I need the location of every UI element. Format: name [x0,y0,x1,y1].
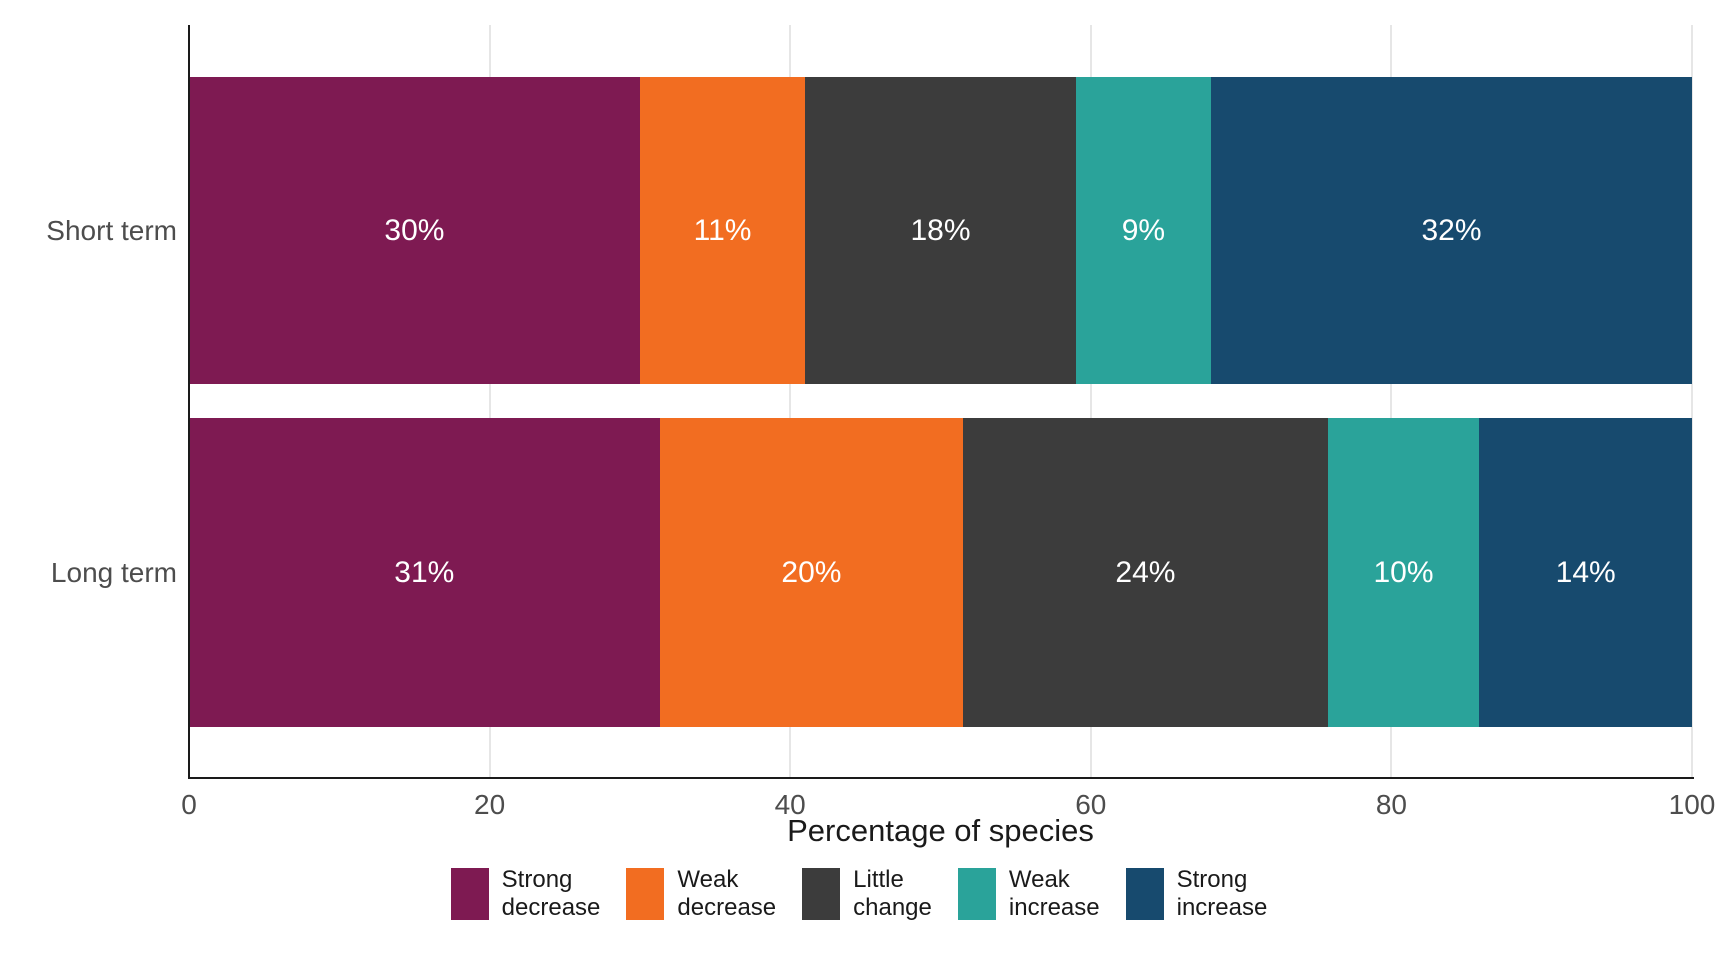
gridline-x-40 [789,25,792,777]
gridline-x-80 [1390,25,1393,777]
bar-segment-value-label: 9% [1121,213,1166,247]
legend-item-strong-decrease: Strong decrease [450,866,601,922]
legend-item-little-change: Little change [802,866,932,922]
legend-swatch-icon [1125,868,1164,921]
legend-label: Weak decrease [677,866,777,922]
category-label-long-term: Long term [50,556,177,588]
x-tick-label-40: 40 [774,789,806,820]
x-tick-label-0: 0 [181,789,197,820]
category-label-short-term: Short term [46,214,177,246]
bar-segment-value-label: 10% [1373,555,1434,589]
legend-swatch-icon [802,868,841,921]
bar-segment-strong-increase: 32% [1211,77,1692,384]
x-axis-title: Percentage of species [787,813,1094,848]
bar-segment-value-label: 18% [910,213,971,247]
bar-segment-value-label: 24% [1115,555,1176,589]
legend-item-weak-decrease: Weak decrease [626,866,776,922]
bar-segment-weak-decrease: 11% [639,77,806,384]
bar-segment-weak-increase: 9% [1075,77,1212,384]
bar-segment-strong-increase: 14% [1479,418,1692,727]
legend-swatch-icon [957,868,996,921]
x-tick-label-100: 100 [1668,789,1716,820]
legend-item-strong-increase: Strong increase [1125,866,1268,922]
legend-label: Weak increase [1008,866,1100,922]
plot-area: 30% 11% 18% 9% 32% 31% 20% 24% 10% 14% [188,25,1693,777]
bar-segment-little-change: 18% [805,77,1076,384]
legend-label: Strong increase [1176,866,1268,922]
gridline-x-60 [1089,25,1092,777]
bar-segment-value-label: 30% [384,213,445,247]
x-tick-label-60: 60 [1075,789,1107,820]
bar-segment-weak-increase: 10% [1327,418,1480,727]
bar-segment-value-label: 31% [394,555,455,589]
legend-swatch-icon [626,868,665,921]
bar-segment-weak-decrease: 20% [659,418,964,727]
legend-label: Little change [853,866,932,922]
legend-label: Strong decrease [501,866,601,922]
legend-swatch-icon [450,868,489,921]
x-tick-label-80: 80 [1375,789,1407,820]
legend: Strong decrease Weak decrease Little chang… [0,866,1718,922]
bar-segment-value-label: 32% [1421,213,1482,247]
bar-row-short-term: 30% 11% 18% 9% 32% [189,77,1692,384]
bar-segment-strong-decrease: 30% [189,77,640,384]
gridline-x-100 [1691,25,1693,777]
x-tick-label-20: 20 [474,789,506,820]
bar-row-long-term: 31% 20% 24% 10% 14% [189,418,1692,727]
legend-item-weak-increase: Weak increase [957,866,1100,922]
bar-segment-little-change: 24% [963,418,1328,727]
bar-segment-value-label: 20% [781,555,842,589]
bar-segment-value-label: 14% [1555,555,1616,589]
x-axis-line [188,777,1694,779]
y-axis-line [188,25,190,779]
bar-segment-value-label: 11% [693,213,752,247]
bar-segment-strong-decrease: 31% [189,418,660,727]
gridline-x-20 [488,25,491,777]
